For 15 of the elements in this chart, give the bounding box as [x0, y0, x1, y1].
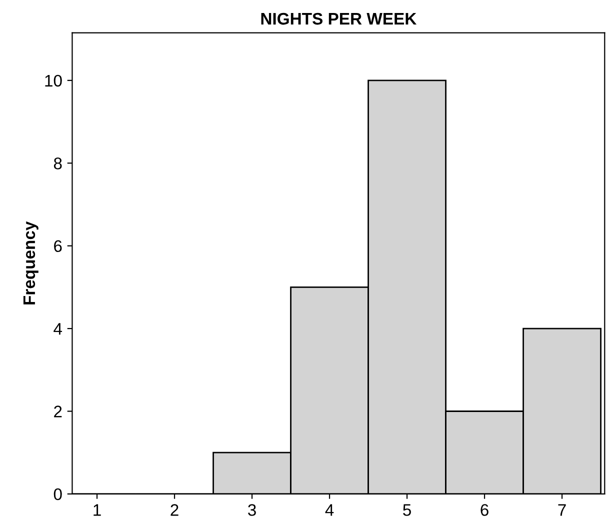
y-tick-label: 8 [54, 158, 62, 170]
y-axis-title: Frequency [23, 221, 38, 304]
y-tick-label: 4 [54, 323, 62, 335]
y-tick-label: 10 [45, 74, 62, 87]
x-tick-label: 6 [480, 504, 488, 516]
x-tick-label: 7 [558, 504, 566, 516]
y-tick-label: 0 [54, 488, 62, 500]
x-tick-label: 1 [94, 504, 101, 516]
x-tick-label: 4 [325, 504, 334, 516]
x-tick-label: 3 [248, 504, 256, 516]
x-tick-label: 2 [170, 504, 178, 516]
chart-title: NIGHTS PER WEEK [261, 12, 417, 25]
y-tick-label: 6 [54, 240, 62, 252]
y-tick-label: 2 [54, 406, 62, 418]
x-tick-label: 5 [403, 504, 411, 516]
